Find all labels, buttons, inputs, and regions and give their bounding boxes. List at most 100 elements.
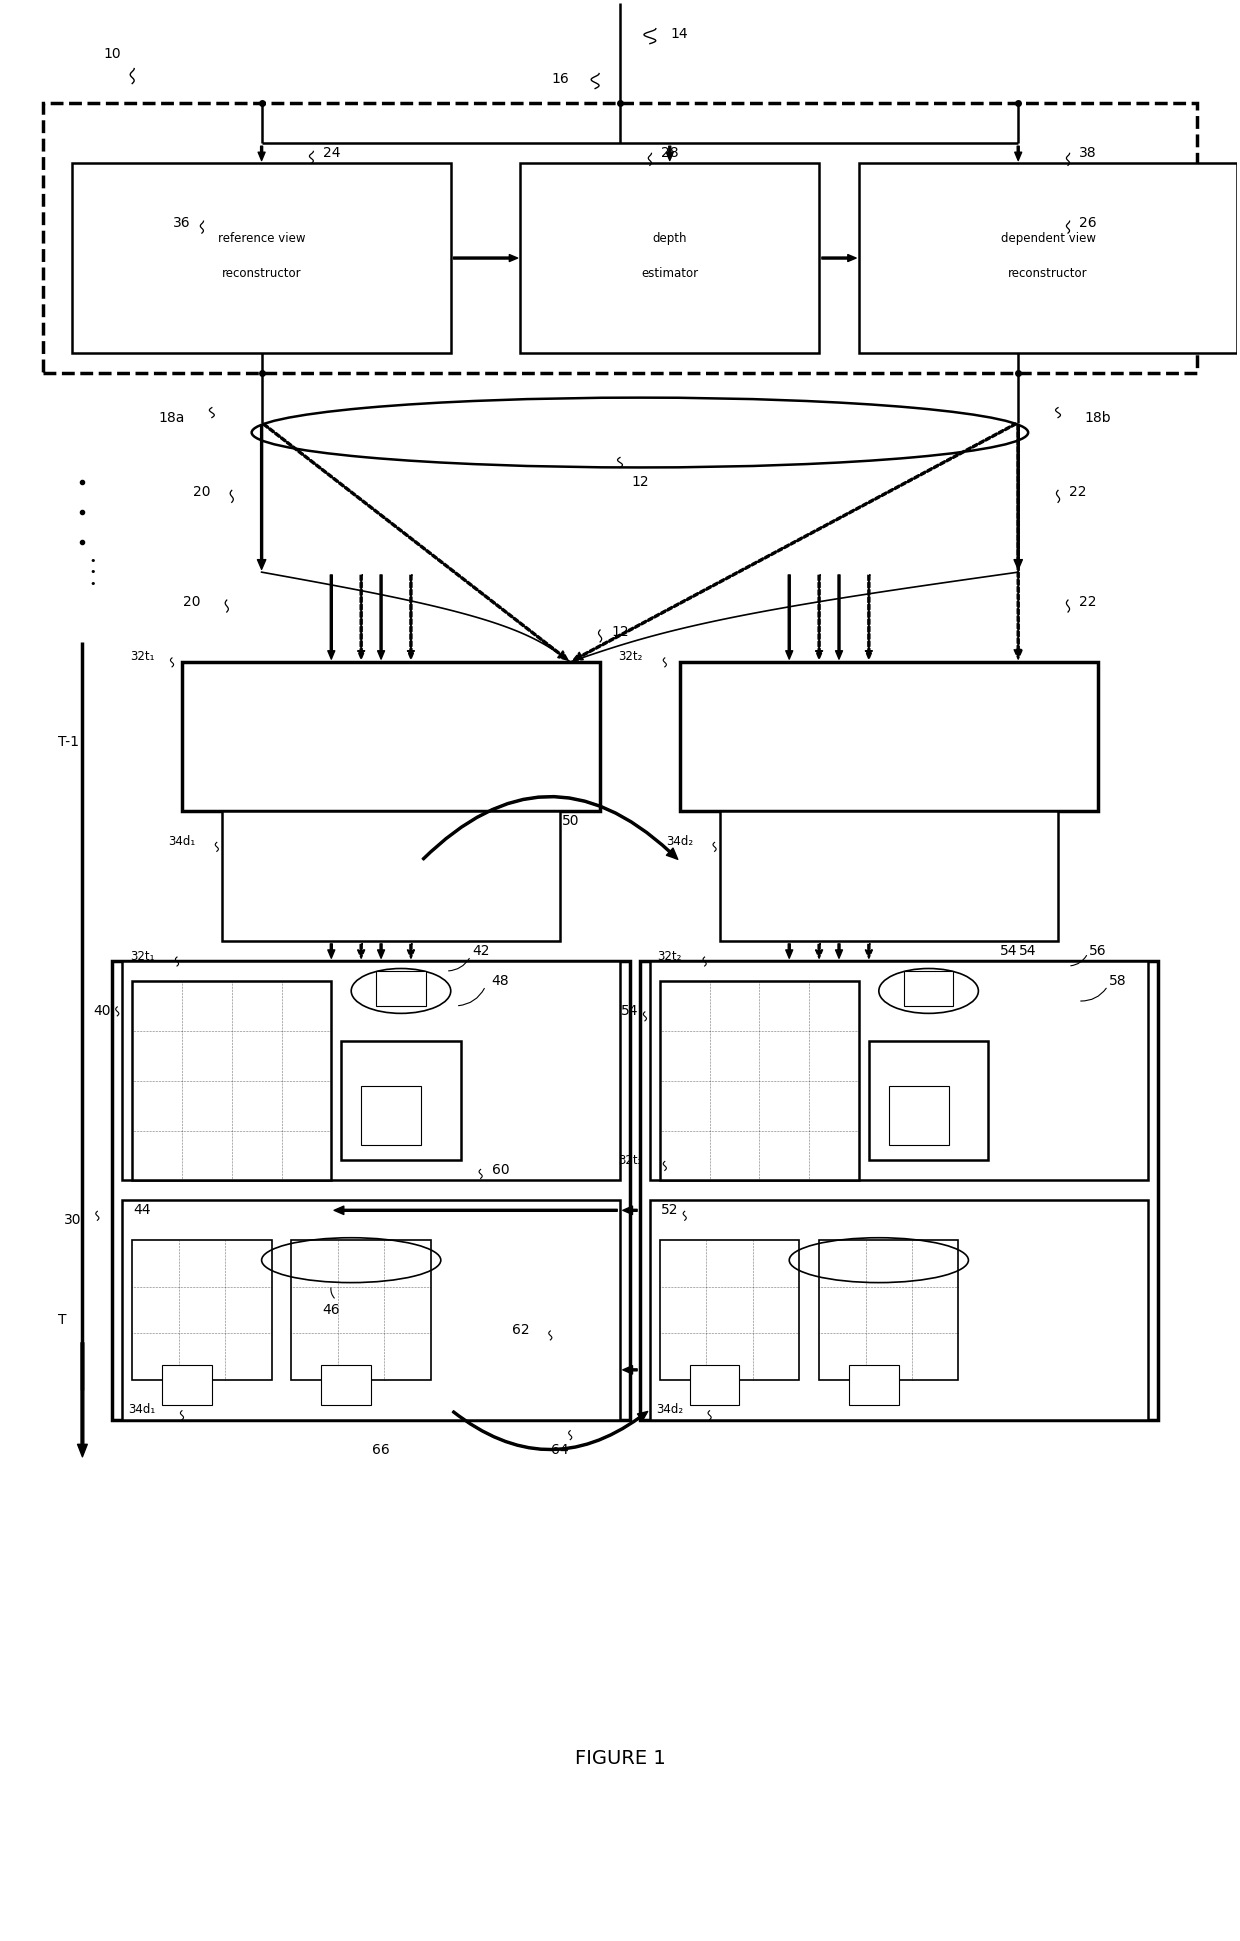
Text: reconstructor: reconstructor <box>1008 266 1087 280</box>
FancyArrowPatch shape <box>357 943 365 959</box>
Bar <box>133 1240 272 1380</box>
FancyArrowPatch shape <box>1014 425 1022 660</box>
Text: 20: 20 <box>184 596 201 609</box>
Text: 34d₂: 34d₂ <box>656 1403 683 1417</box>
Text: 34d₂: 34d₂ <box>666 835 693 848</box>
FancyArrowPatch shape <box>334 1205 618 1215</box>
Bar <box>321 1365 371 1405</box>
Bar <box>72 163 451 353</box>
Text: 64: 64 <box>552 1442 569 1456</box>
Text: 36: 36 <box>174 215 191 231</box>
Bar <box>680 662 1097 811</box>
Text: 22: 22 <box>1079 596 1096 609</box>
FancyArrowPatch shape <box>822 254 856 262</box>
Text: 54: 54 <box>1019 943 1037 959</box>
Bar <box>113 961 630 1419</box>
Text: depth: depth <box>652 231 687 245</box>
Bar <box>376 970 425 1005</box>
Bar <box>521 163 820 353</box>
Text: •
•
•: • • • <box>89 555 95 588</box>
FancyArrowPatch shape <box>422 796 678 860</box>
FancyArrowPatch shape <box>263 423 568 660</box>
Bar <box>133 980 331 1180</box>
Text: T: T <box>57 1312 66 1328</box>
Text: 28: 28 <box>661 146 678 161</box>
Text: reference view: reference view <box>218 231 305 245</box>
Bar <box>650 1200 1148 1419</box>
Text: 14: 14 <box>671 27 688 41</box>
Bar <box>222 811 560 941</box>
Bar <box>904 970 954 1005</box>
FancyArrowPatch shape <box>327 943 335 959</box>
Text: 12: 12 <box>611 625 629 639</box>
Text: 52: 52 <box>661 1203 678 1217</box>
Bar <box>361 1085 420 1145</box>
FancyArrowPatch shape <box>357 575 365 660</box>
FancyArrowPatch shape <box>1014 425 1022 569</box>
Text: 20: 20 <box>193 485 211 499</box>
FancyArrowPatch shape <box>786 575 792 660</box>
Text: estimator: estimator <box>641 266 698 280</box>
FancyArrowPatch shape <box>408 943 414 959</box>
Text: 34d₁: 34d₁ <box>129 1403 156 1417</box>
Bar <box>650 961 1148 1180</box>
FancyArrowPatch shape <box>786 943 792 959</box>
Text: 38: 38 <box>1079 146 1096 161</box>
Text: 62: 62 <box>512 1324 529 1337</box>
Text: 24: 24 <box>322 146 340 161</box>
Text: 50: 50 <box>562 815 579 829</box>
Bar <box>123 1200 620 1419</box>
Bar <box>291 1240 430 1380</box>
Text: 60: 60 <box>492 1163 510 1178</box>
Bar <box>660 980 859 1180</box>
Text: 18b: 18b <box>1085 411 1111 425</box>
Bar <box>869 1040 988 1161</box>
FancyArrowPatch shape <box>454 254 517 262</box>
Bar <box>162 1365 212 1405</box>
Text: 42: 42 <box>472 943 490 959</box>
Text: 48: 48 <box>492 974 510 988</box>
FancyArrowPatch shape <box>836 943 842 959</box>
Bar <box>660 1240 800 1380</box>
Bar <box>182 662 600 811</box>
Bar <box>689 1365 739 1405</box>
Text: 54: 54 <box>621 1003 639 1017</box>
FancyArrowPatch shape <box>816 943 822 959</box>
Text: 32t₁: 32t₁ <box>130 650 155 664</box>
Bar <box>341 1040 461 1161</box>
Text: T-1: T-1 <box>57 734 78 749</box>
FancyArrowPatch shape <box>258 146 265 161</box>
Text: 26: 26 <box>1079 215 1096 231</box>
FancyArrowPatch shape <box>866 943 873 959</box>
Text: 46: 46 <box>322 1302 340 1318</box>
FancyArrowPatch shape <box>622 1205 637 1215</box>
Text: 30: 30 <box>63 1213 81 1227</box>
Bar <box>42 103 1198 373</box>
FancyArrowPatch shape <box>622 1366 637 1374</box>
Text: 56: 56 <box>1089 943 1106 959</box>
Text: 32t₂: 32t₂ <box>657 949 682 963</box>
FancyArrowPatch shape <box>408 575 414 660</box>
FancyArrowPatch shape <box>378 943 384 959</box>
Text: 58: 58 <box>1109 974 1127 988</box>
Bar <box>849 1365 899 1405</box>
Text: 40: 40 <box>93 1003 112 1017</box>
FancyArrowPatch shape <box>1014 146 1022 161</box>
FancyArrowPatch shape <box>836 575 842 660</box>
Text: 32t₁: 32t₁ <box>130 949 155 963</box>
Text: 12: 12 <box>631 476 649 489</box>
Text: FIGURE 1: FIGURE 1 <box>574 1749 666 1768</box>
Bar <box>719 811 1058 941</box>
Bar <box>123 961 620 1180</box>
FancyArrowPatch shape <box>866 575 873 660</box>
Text: 44: 44 <box>134 1203 151 1217</box>
Text: reconstructor: reconstructor <box>222 266 301 280</box>
Text: 10: 10 <box>103 47 122 60</box>
FancyArrowPatch shape <box>573 423 1017 660</box>
Text: 32t₂: 32t₂ <box>618 1155 642 1167</box>
Bar <box>820 1240 959 1380</box>
Text: 54: 54 <box>999 943 1017 959</box>
Text: 66: 66 <box>372 1442 389 1456</box>
FancyArrowPatch shape <box>258 425 265 569</box>
FancyArrowPatch shape <box>327 575 335 660</box>
